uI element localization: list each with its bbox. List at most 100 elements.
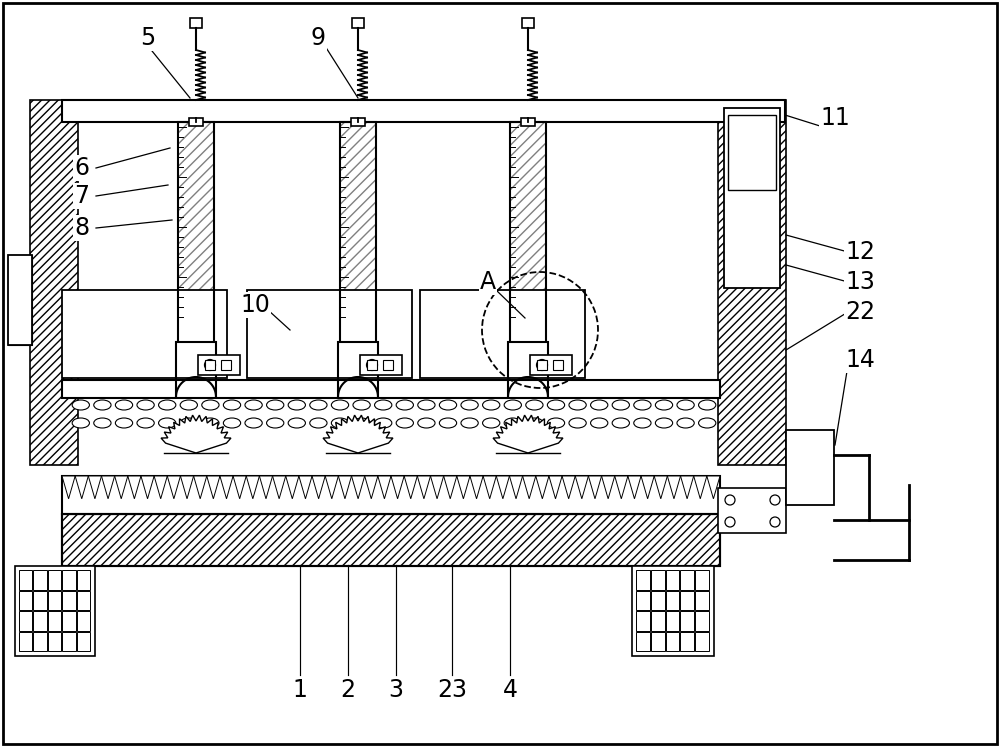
Ellipse shape: [180, 400, 197, 410]
Ellipse shape: [94, 418, 111, 428]
Ellipse shape: [634, 418, 651, 428]
Ellipse shape: [526, 418, 543, 428]
Text: 1: 1: [293, 678, 307, 702]
Ellipse shape: [677, 418, 694, 428]
Polygon shape: [233, 476, 246, 499]
Polygon shape: [246, 476, 259, 499]
Polygon shape: [470, 476, 483, 499]
Bar: [48, 631, 61, 651]
Ellipse shape: [547, 418, 565, 428]
Bar: [8, 255, 32, 345]
Polygon shape: [115, 476, 128, 499]
Text: 13: 13: [845, 270, 875, 294]
Bar: [198, 355, 240, 375]
Polygon shape: [128, 476, 141, 499]
Bar: [48, 570, 61, 589]
Polygon shape: [496, 476, 509, 499]
Bar: [62, 514, 720, 566]
Ellipse shape: [331, 418, 349, 428]
Bar: [62, 380, 720, 398]
Polygon shape: [681, 476, 694, 499]
Bar: [651, 611, 665, 630]
Polygon shape: [352, 476, 365, 499]
Bar: [247, 290, 412, 378]
Polygon shape: [338, 476, 352, 499]
Circle shape: [366, 359, 378, 371]
Bar: [510, 122, 546, 342]
Ellipse shape: [655, 400, 673, 410]
Bar: [666, 611, 679, 630]
Polygon shape: [615, 476, 628, 499]
Ellipse shape: [504, 418, 521, 428]
Bar: [62, 611, 76, 630]
Bar: [636, 570, 650, 589]
Bar: [636, 590, 650, 610]
Text: 3: 3: [388, 678, 404, 702]
Ellipse shape: [526, 400, 543, 410]
Bar: [651, 570, 665, 589]
Ellipse shape: [180, 418, 197, 428]
Bar: [62, 514, 720, 566]
Ellipse shape: [591, 400, 608, 410]
Circle shape: [205, 359, 216, 371]
Bar: [178, 122, 214, 342]
Bar: [680, 631, 694, 651]
Polygon shape: [75, 476, 88, 499]
Ellipse shape: [137, 418, 154, 428]
Bar: [62, 631, 76, 651]
Bar: [19, 611, 32, 630]
Bar: [632, 566, 714, 656]
Bar: [680, 611, 694, 630]
Bar: [30, 100, 78, 465]
Ellipse shape: [94, 400, 111, 410]
Ellipse shape: [245, 400, 262, 410]
Polygon shape: [299, 476, 312, 499]
Bar: [695, 570, 709, 589]
Bar: [695, 631, 709, 651]
Polygon shape: [417, 476, 430, 499]
Ellipse shape: [310, 400, 327, 410]
Polygon shape: [628, 476, 641, 499]
Bar: [62, 590, 76, 610]
Polygon shape: [194, 476, 207, 499]
Bar: [33, 590, 47, 610]
Ellipse shape: [115, 400, 133, 410]
Polygon shape: [88, 476, 101, 499]
Polygon shape: [161, 415, 231, 453]
Bar: [510, 122, 546, 342]
Text: 11: 11: [820, 106, 850, 130]
Ellipse shape: [547, 400, 565, 410]
Ellipse shape: [202, 400, 219, 410]
Polygon shape: [404, 476, 417, 499]
Circle shape: [725, 495, 735, 505]
Circle shape: [536, 359, 548, 371]
Ellipse shape: [288, 400, 305, 410]
Ellipse shape: [677, 400, 694, 410]
Bar: [221, 360, 231, 370]
Text: 6: 6: [74, 156, 90, 180]
Bar: [8, 255, 32, 345]
Polygon shape: [493, 415, 563, 453]
Ellipse shape: [591, 418, 608, 428]
Ellipse shape: [569, 418, 586, 428]
Bar: [530, 355, 572, 375]
Bar: [189, 118, 203, 126]
Text: 7: 7: [74, 184, 90, 208]
Bar: [537, 360, 547, 370]
Polygon shape: [259, 476, 273, 499]
Bar: [695, 590, 709, 610]
Ellipse shape: [612, 418, 629, 428]
Polygon shape: [180, 476, 194, 499]
Ellipse shape: [483, 418, 500, 428]
Ellipse shape: [439, 418, 457, 428]
Polygon shape: [575, 476, 588, 499]
Bar: [77, 590, 90, 610]
Bar: [77, 570, 90, 589]
Ellipse shape: [159, 418, 176, 428]
Bar: [340, 122, 376, 342]
Bar: [553, 360, 563, 370]
Bar: [62, 476, 720, 514]
Ellipse shape: [223, 418, 241, 428]
Ellipse shape: [699, 418, 716, 428]
Polygon shape: [391, 476, 404, 499]
